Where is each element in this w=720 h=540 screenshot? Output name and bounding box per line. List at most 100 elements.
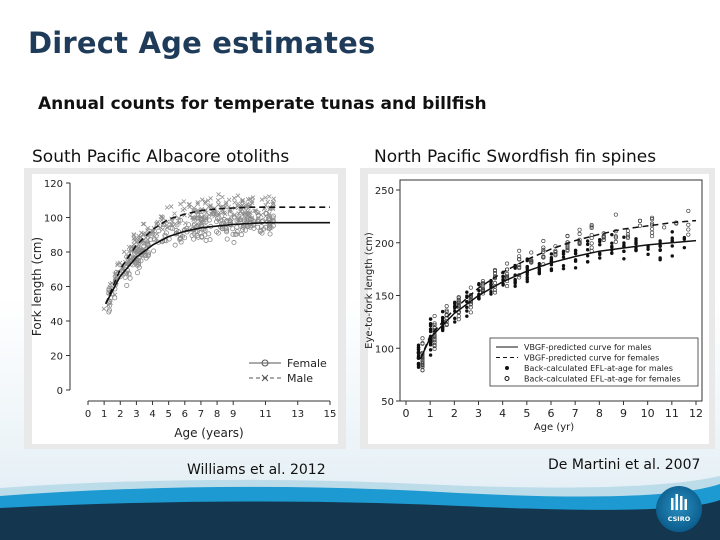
- swordfish-male-point: [537, 270, 542, 274]
- swordfish-female-point: [577, 240, 582, 246]
- swordfish-x-tick-label: 5: [523, 407, 530, 420]
- albacore-female-point: [270, 223, 276, 229]
- swordfish-female-point: [444, 309, 449, 314]
- left-chart-caption: South Pacific Albacore otoliths: [32, 147, 290, 167]
- albacore-male-point: [263, 195, 268, 200]
- swordfish-male-point: [416, 345, 421, 349]
- swordfish-female-point: [505, 261, 510, 266]
- albacore-male-point: [240, 198, 245, 203]
- albacore-male-point: [136, 244, 141, 250]
- albacore-x-tick-label: 13: [291, 409, 304, 420]
- swordfish-female-point: [589, 223, 594, 228]
- albacore-female-point: [168, 225, 174, 231]
- swordfish-female-point: [541, 247, 546, 252]
- swordfish-female-point: [432, 346, 437, 351]
- swordfish-male-point: [549, 255, 554, 260]
- albacore-male-point: [249, 198, 255, 204]
- albacore-female-point: [106, 307, 112, 313]
- swordfish-x-tick-label: 1: [427, 407, 434, 420]
- swordfish-legend-male-point-swatch: [505, 366, 509, 370]
- swordfish-female-point: [420, 368, 425, 373]
- albacore-female-point: [117, 274, 123, 280]
- swordfish-male-point: [416, 356, 421, 360]
- swordfish-male-point: [428, 329, 433, 334]
- swordfish-female-point: [589, 235, 594, 241]
- swordfish-female-point: [517, 266, 522, 271]
- albacore-female-point: [203, 237, 209, 243]
- albacore-x-tick-label: 6: [182, 409, 188, 420]
- albacore-x-tick-label: 0: [85, 409, 91, 420]
- albacore-x-tick-label: 2: [117, 409, 123, 420]
- swordfish-female-point: [613, 212, 618, 217]
- swordfish-male-point: [428, 317, 433, 321]
- swordfish-male-point: [585, 254, 590, 258]
- albacore-female-point: [146, 250, 152, 256]
- swordfish-female-point: [492, 280, 498, 286]
- swordfish-male-point: [501, 274, 505, 278]
- swordfish-legend-label: Back-calculated EFL-at-age for males: [524, 364, 673, 373]
- albacore-female-point: [259, 230, 265, 236]
- swordfish-male-point: [622, 257, 626, 261]
- albacore-male-point: [195, 201, 200, 207]
- swordfish-male-point: [465, 305, 469, 309]
- swordfish-male-point: [513, 284, 517, 288]
- albacore-male-point: [138, 234, 144, 240]
- albacore-female-point: [230, 226, 236, 232]
- albacore-female-point: [198, 212, 204, 218]
- swordfish-male-point: [440, 327, 445, 332]
- albacore-female-point: [122, 274, 128, 280]
- swordfish-female-point: [432, 336, 437, 342]
- swordfish-male-point: [658, 257, 662, 262]
- swordfish-y-axis-label: Eye-to-fork length (cm): [364, 232, 375, 349]
- swordfish-female-point: [492, 290, 498, 295]
- albacore-x-tick-label: 8: [214, 409, 220, 420]
- albacore-x-tick-label: 11: [259, 409, 272, 420]
- swordfish-male-point: [440, 316, 445, 320]
- swordfish-y-tick-label: 150: [375, 292, 394, 303]
- albacore-male-point: [178, 201, 183, 207]
- swordfish-male-point: [525, 264, 529, 269]
- swordfish-male-point: [598, 239, 602, 244]
- albacore-male-point: [240, 202, 245, 208]
- swordfish-male-point: [561, 266, 566, 271]
- albacore-male-point: [270, 199, 276, 205]
- albacore-female-point: [140, 235, 146, 241]
- swordfish-male-point: [561, 255, 566, 259]
- albacore-male-point: [172, 211, 177, 216]
- swordfish-male-point: [658, 239, 662, 243]
- swordfish-male-point: [682, 235, 687, 240]
- albacore-male-point: [182, 206, 187, 211]
- albacore-male-point: [195, 200, 201, 205]
- swordfish-female-point: [517, 248, 522, 253]
- swordfish-y-tick-label: 250: [375, 186, 394, 197]
- swordfish-female-point: [492, 288, 498, 293]
- swordfish-female-point: [505, 284, 510, 289]
- swordfish-female-point: [468, 299, 473, 304]
- albacore-male-point: [205, 198, 211, 203]
- swordfish-x-tick-label: 8: [596, 407, 603, 420]
- albacore-female-point: [172, 242, 178, 248]
- albacore-female-point: [178, 217, 184, 223]
- swordfish-female-point: [613, 239, 618, 244]
- albacore-male-point: [154, 236, 159, 241]
- swordfish-male-point: [416, 350, 421, 354]
- albacore-male-point: [222, 210, 227, 215]
- albacore-male-point: [199, 197, 205, 202]
- albacore-female-point: [186, 222, 192, 228]
- swordfish-female-point: [480, 283, 485, 288]
- swordfish-female-point: [529, 250, 534, 255]
- albacore-x-tick-label: 7: [198, 409, 204, 420]
- albacore-female-point: [112, 295, 118, 301]
- svg-text:CSIRO: CSIRO: [668, 515, 691, 523]
- albacore-y-tick-label: 100: [44, 214, 63, 225]
- swordfish-female-point: [505, 267, 510, 272]
- albacore-male-point: [173, 221, 178, 227]
- swordfish-female-point: [686, 227, 691, 232]
- swordfish-female-point: [637, 223, 643, 228]
- swordfish-x-tick-label: 12: [689, 407, 703, 420]
- swordfish-male-point: [465, 309, 469, 313]
- albacore-female-point: [238, 217, 244, 223]
- swordfish-female-point: [625, 234, 630, 239]
- albacore-male-point: [113, 276, 118, 281]
